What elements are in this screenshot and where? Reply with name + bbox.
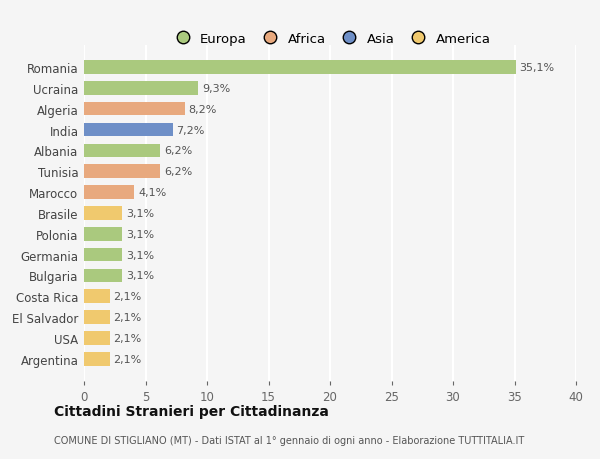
Text: 2,1%: 2,1% [113,313,142,322]
Bar [84,165,160,179]
Text: 3,1%: 3,1% [126,250,154,260]
Bar [84,311,110,324]
Bar [84,207,122,220]
Bar [84,61,516,75]
Bar [84,103,185,116]
Text: 8,2%: 8,2% [188,105,217,114]
Text: COMUNE DI STIGLIANO (MT) - Dati ISTAT al 1° gennaio di ogni anno - Elaborazione : COMUNE DI STIGLIANO (MT) - Dati ISTAT al… [54,435,524,445]
Bar [84,82,199,95]
Bar [84,248,122,262]
Text: 7,2%: 7,2% [176,125,205,135]
Text: 3,1%: 3,1% [126,271,154,281]
Bar [84,269,122,283]
Text: 6,2%: 6,2% [164,146,192,156]
Bar [84,144,160,158]
Text: 2,1%: 2,1% [113,354,142,364]
Bar [84,331,110,345]
Text: 35,1%: 35,1% [520,63,554,73]
Bar [84,352,110,366]
Text: 2,1%: 2,1% [113,333,142,343]
Text: 3,1%: 3,1% [126,229,154,239]
Text: 4,1%: 4,1% [138,188,166,198]
Bar [84,186,134,199]
Text: 9,3%: 9,3% [202,84,230,94]
Text: 3,1%: 3,1% [126,208,154,218]
Bar [84,228,122,241]
Bar [84,123,173,137]
Legend: Europa, Africa, Asia, America: Europa, Africa, Asia, America [166,29,494,50]
Text: 6,2%: 6,2% [164,167,192,177]
Bar [84,290,110,303]
Text: 2,1%: 2,1% [113,291,142,302]
Text: Cittadini Stranieri per Cittadinanza: Cittadini Stranieri per Cittadinanza [54,404,329,419]
